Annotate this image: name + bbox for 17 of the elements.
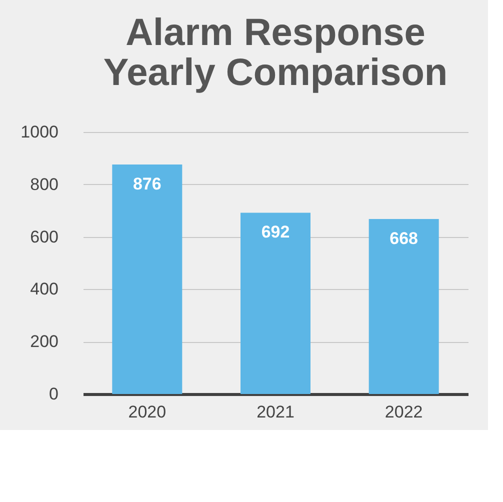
x-tick-label: 2020 [128,402,166,422]
bar [240,212,310,394]
y-tick-label: 400 [30,280,58,299]
bar [112,164,182,394]
y-tick-label: 0 [49,384,58,404]
x-tick-label: 2022 [384,402,423,422]
y-tick-label: 800 [30,174,58,194]
y-tick-label: 600 [30,227,58,246]
bar [368,218,439,394]
text: Yearly Comparison [103,52,448,94]
text: Alarm Response [126,12,426,54]
y-tick-label: 200 [30,332,58,352]
x-tick-label: 2021 [256,402,294,422]
y-tick-label: 1000 [20,122,58,142]
data-label: 668 [390,228,418,248]
data-label: 876 [132,174,162,194]
data-label: 692 [261,222,290,242]
